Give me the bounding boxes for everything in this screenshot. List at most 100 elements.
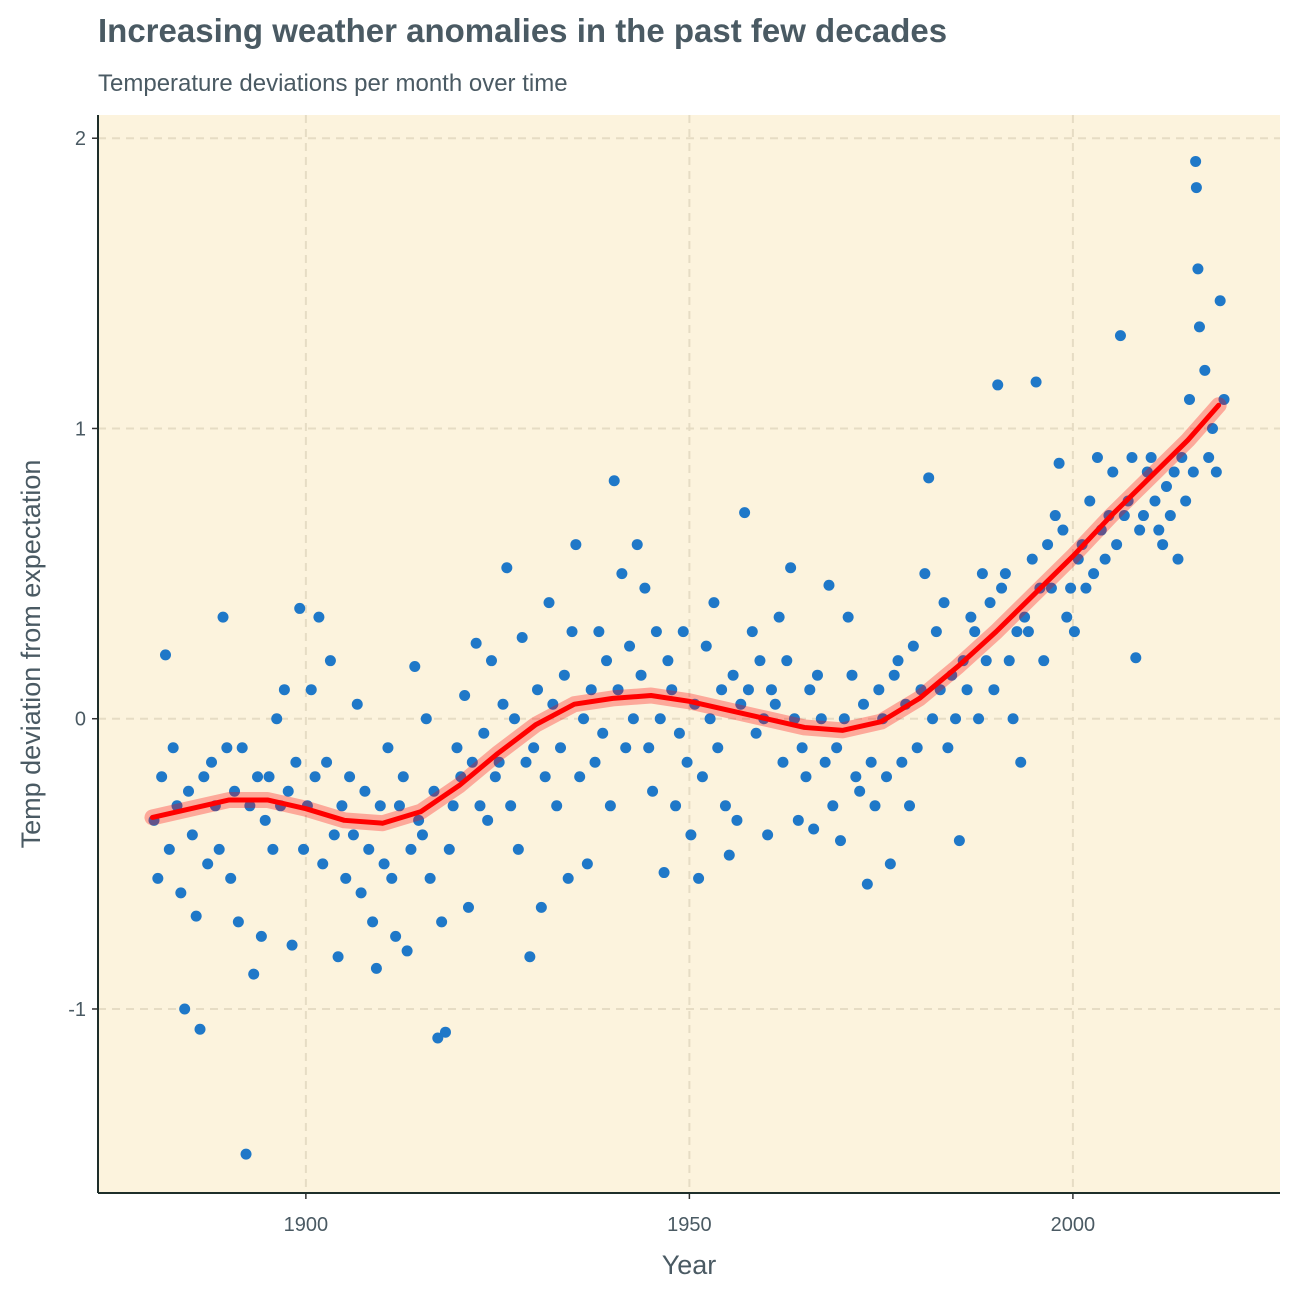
data-point bbox=[1107, 466, 1119, 478]
y-tick-label: 0 bbox=[75, 709, 86, 731]
data-point bbox=[1038, 655, 1050, 667]
data-point bbox=[198, 771, 210, 783]
data-point bbox=[850, 771, 862, 783]
data-point bbox=[1007, 713, 1019, 725]
data-point bbox=[255, 930, 267, 942]
data-point bbox=[647, 785, 659, 797]
data-point bbox=[520, 756, 532, 768]
data-point bbox=[1210, 466, 1222, 478]
data-point bbox=[815, 713, 827, 725]
y-tick-label: 1 bbox=[75, 418, 86, 440]
data-point bbox=[593, 626, 605, 638]
data-point bbox=[401, 945, 413, 957]
data-point bbox=[244, 800, 256, 812]
data-point bbox=[953, 835, 965, 847]
data-point bbox=[804, 684, 816, 696]
data-point bbox=[773, 611, 785, 623]
data-point bbox=[229, 785, 241, 797]
data-point bbox=[1015, 756, 1027, 768]
data-point bbox=[290, 756, 302, 768]
data-point bbox=[416, 829, 428, 841]
data-point bbox=[938, 597, 950, 609]
data-point bbox=[869, 800, 881, 812]
data-point bbox=[1149, 495, 1161, 507]
data-point bbox=[834, 835, 846, 847]
data-point bbox=[919, 568, 931, 580]
data-point bbox=[424, 872, 436, 884]
data-point bbox=[493, 756, 505, 768]
data-point bbox=[267, 843, 279, 855]
data-point bbox=[443, 843, 455, 855]
data-point bbox=[1084, 495, 1096, 507]
data-point bbox=[351, 698, 363, 710]
data-point bbox=[754, 655, 766, 667]
data-point bbox=[723, 849, 735, 861]
data-point bbox=[171, 800, 183, 812]
data-point bbox=[562, 872, 574, 884]
data-point bbox=[535, 901, 547, 913]
y-tick-label: -1 bbox=[68, 999, 86, 1021]
data-point bbox=[1057, 524, 1069, 536]
data-point bbox=[858, 698, 870, 710]
data-point bbox=[512, 843, 524, 855]
data-point bbox=[996, 582, 1008, 594]
data-point bbox=[700, 640, 712, 652]
data-point bbox=[1214, 295, 1226, 307]
data-point bbox=[1022, 626, 1034, 638]
data-point bbox=[1183, 393, 1195, 405]
data-point bbox=[156, 771, 168, 783]
data-point bbox=[409, 660, 421, 672]
data-point bbox=[1068, 626, 1080, 638]
data-point bbox=[620, 742, 632, 754]
data-point bbox=[808, 823, 820, 835]
data-point bbox=[305, 684, 317, 696]
data-point bbox=[604, 800, 616, 812]
data-point bbox=[497, 698, 509, 710]
data-point bbox=[378, 858, 390, 870]
data-point bbox=[547, 698, 559, 710]
data-point bbox=[309, 771, 321, 783]
data-point bbox=[508, 713, 520, 725]
data-point bbox=[382, 742, 394, 754]
data-point bbox=[1207, 422, 1219, 434]
data-point bbox=[240, 1148, 252, 1160]
data-point bbox=[635, 669, 647, 681]
data-point bbox=[846, 669, 858, 681]
data-point bbox=[405, 843, 417, 855]
data-point bbox=[428, 785, 440, 797]
data-point bbox=[501, 562, 513, 574]
data-point bbox=[727, 669, 739, 681]
data-point bbox=[1187, 466, 1199, 478]
data-point bbox=[1099, 553, 1111, 565]
data-point bbox=[716, 684, 728, 696]
data-point bbox=[769, 698, 781, 710]
data-point bbox=[478, 727, 490, 739]
data-point bbox=[386, 872, 398, 884]
data-point bbox=[516, 631, 528, 643]
data-point bbox=[704, 713, 716, 725]
data-point bbox=[555, 742, 567, 754]
data-point bbox=[1192, 263, 1204, 275]
data-point bbox=[298, 843, 310, 855]
data-point bbox=[992, 379, 1004, 391]
data-point bbox=[1114, 330, 1126, 342]
data-point bbox=[980, 655, 992, 667]
data-point bbox=[581, 858, 593, 870]
data-point bbox=[1065, 582, 1077, 594]
x-tick-label: 2000 bbox=[1051, 1214, 1096, 1236]
y-tick-label: 2 bbox=[75, 128, 86, 150]
data-point bbox=[861, 878, 873, 890]
trend-line bbox=[149, 402, 1222, 826]
data-point bbox=[317, 858, 329, 870]
data-point bbox=[854, 785, 866, 797]
data-point bbox=[739, 507, 751, 519]
data-point bbox=[788, 713, 800, 725]
data-point bbox=[1160, 481, 1172, 493]
data-point bbox=[662, 655, 674, 667]
data-point bbox=[892, 655, 904, 667]
data-point bbox=[1164, 510, 1176, 522]
data-point bbox=[413, 814, 425, 826]
data-point bbox=[1126, 451, 1138, 463]
data-point bbox=[175, 887, 187, 899]
data-point bbox=[359, 785, 371, 797]
